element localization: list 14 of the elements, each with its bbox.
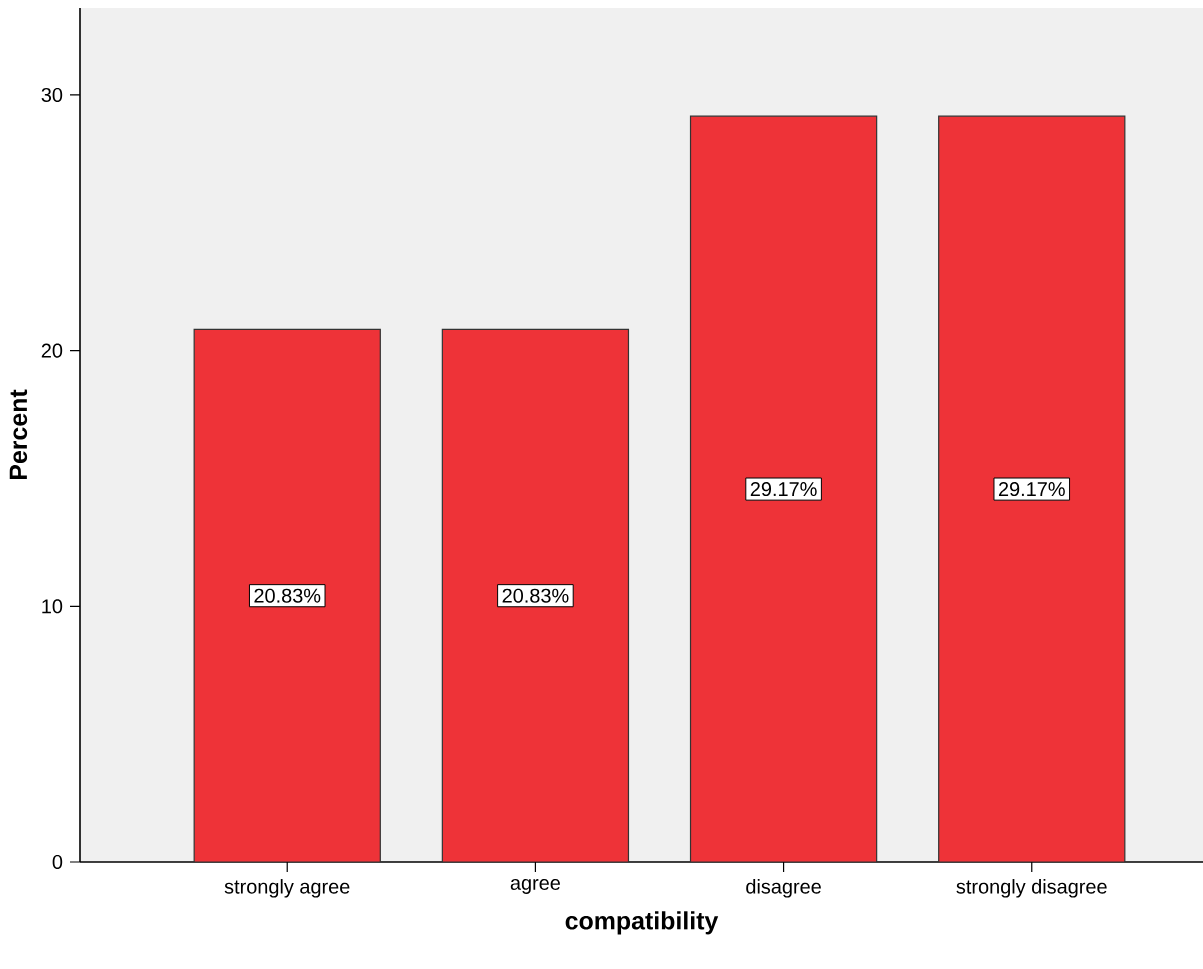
y-tick-label: 30 bbox=[41, 87, 63, 102]
data-label: 29.17% bbox=[998, 482, 1065, 497]
y-tick-label: 20 bbox=[41, 343, 63, 358]
x-tick-label: disagree bbox=[746, 879, 821, 898]
y-tick-label: 0 bbox=[52, 854, 63, 870]
data-label: 20.83% bbox=[502, 588, 569, 603]
data-label: 20.83% bbox=[254, 588, 321, 603]
x-tick-label: agree bbox=[510, 879, 560, 894]
y-axis-title: Percent bbox=[9, 389, 28, 480]
x-tick-label: strongly disagree bbox=[956, 879, 1107, 898]
x-tick-label: strongly agree bbox=[224, 879, 350, 898]
y-tick-label: 10 bbox=[42, 599, 63, 614]
data-label: 29.17% bbox=[750, 482, 817, 497]
x-axis-title: compatibility bbox=[565, 911, 719, 935]
